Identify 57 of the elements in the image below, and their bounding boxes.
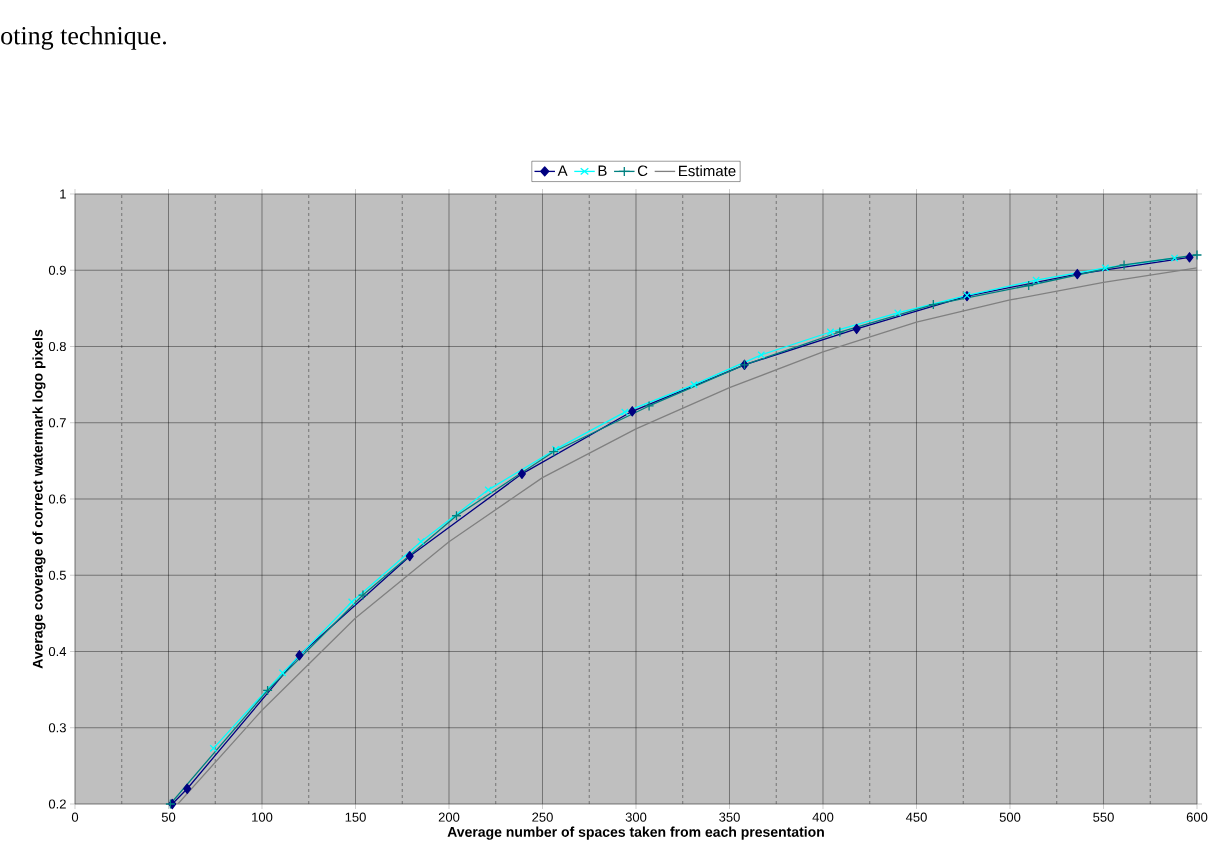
point [1118,259,1130,271]
x-tick-label: 250 [532,812,553,822]
point [1191,249,1203,261]
point [417,537,425,546]
y-axis-title: Average coverage of correct watermark logo pixels [32,329,46,669]
x-tick-label: 400 [812,812,834,822]
point [484,486,493,494]
legend-label: C [637,165,648,177]
point [357,589,369,601]
point [690,380,698,389]
x-tick-label: 150 [345,812,366,822]
x-tick-label: 450 [905,812,927,822]
x-tick-label: 600 [1186,812,1208,822]
y-tick-label: 0.2 [48,799,66,809]
point [295,650,304,661]
legend-label: Estimate [679,165,736,177]
x-tick-label: 0 [71,812,79,822]
point [183,783,192,794]
point [451,510,462,521]
point [209,744,218,753]
point [643,400,655,412]
legend-label: A [557,165,568,176]
point [1023,280,1034,291]
point [620,408,629,416]
x-tick-label: 200 [438,812,460,822]
x-tick-label: 100 [252,812,273,822]
point [757,351,766,359]
y-tick-label: 1 [60,189,66,199]
x-tick-label: 50 [161,812,176,822]
point [628,406,637,417]
y-tick-label: 0.5 [48,570,66,580]
point [347,598,356,606]
point [405,551,414,562]
y-tick-label: 0.4 [48,646,67,657]
y-tick-label: 0.7 [48,418,66,428]
point [1185,252,1194,263]
point [1073,268,1082,280]
point [826,328,835,336]
y-tick-label: 0.3 [48,723,66,733]
point [1101,264,1110,272]
x-axis-title: Average number of spaces taken from each presentation [447,826,824,840]
text: oting technique. [1,26,167,50]
y-tick-label: 0.6 [48,494,66,504]
x-tick-label: 500 [999,812,1021,822]
y-tick-label: 0.9 [48,265,66,275]
point [852,323,861,335]
x-tick-label: 550 [1093,812,1114,822]
point [834,326,845,338]
point [893,309,902,317]
y-tick-label: 0.8 [48,341,66,352]
legend-label: B [598,165,607,176]
point [262,685,273,696]
point [517,468,526,479]
point [1170,254,1179,262]
point [278,669,287,677]
x-tick-label: 300 [625,812,647,822]
x-tick-label: 350 [719,812,740,822]
